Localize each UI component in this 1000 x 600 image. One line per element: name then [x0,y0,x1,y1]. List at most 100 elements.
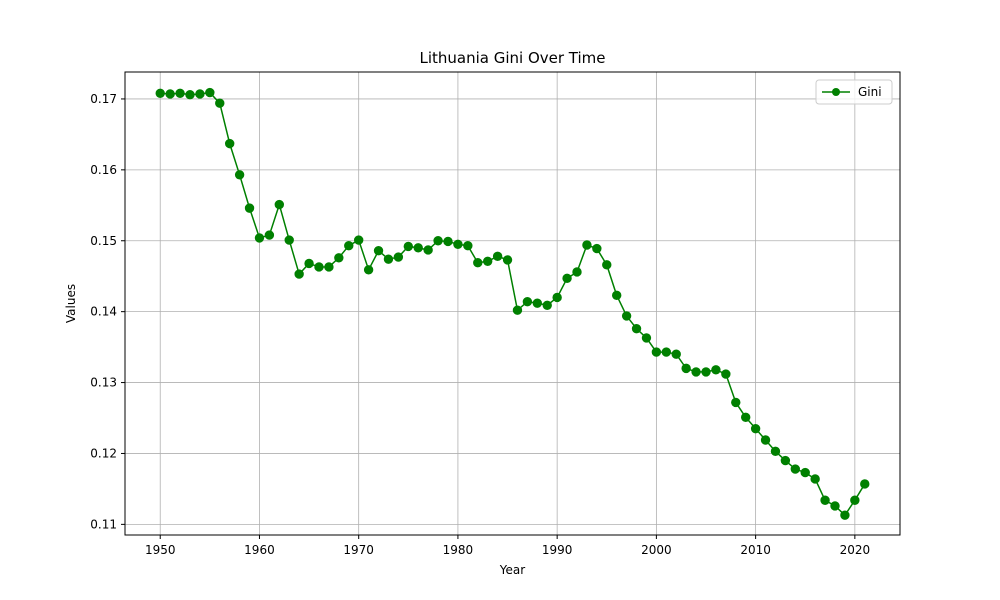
data-point [463,241,473,251]
data-point [532,298,543,308]
data-point [492,251,503,262]
data-point [314,262,324,272]
data-point [284,235,294,245]
data-point [681,363,691,374]
data-point [721,369,731,379]
data-point [155,88,165,98]
data-point [453,239,463,249]
data-point [780,455,791,466]
data-point [383,254,394,264]
data-point [840,510,850,520]
data-point [502,255,513,265]
legend-box [815,79,893,105]
data-point [621,311,632,321]
data-point [711,365,721,375]
data-point [324,262,334,272]
data-point [373,245,384,256]
data-point [294,269,304,279]
data-point [512,305,523,315]
grid [125,72,900,535]
data-point [552,292,562,303]
data-point [234,170,245,180]
data-point [750,423,761,434]
x-axis-ticks: 1950 1960 1970 1980 1990 2000 2010 2020 [145,535,870,557]
data-point [562,273,572,284]
data-point [661,347,672,357]
y-tick-label: 0.15 [90,234,117,248]
data-point [731,397,741,408]
data-point [244,203,255,213]
plot-frame [124,71,901,536]
data-point [254,233,265,243]
data-point [185,89,195,100]
data-point [393,252,404,262]
data-point [810,474,820,484]
data-point [482,256,493,267]
data-point [631,323,642,334]
data-point [175,88,185,98]
y-tick-label: 0.12 [90,446,117,460]
x-tick-label: 1970 [343,543,374,557]
data-point [542,300,552,310]
series-layer [155,87,870,520]
data-point [274,199,285,210]
x-tick-label: 2000 [641,543,672,557]
x-tick-label: 1980 [443,543,474,557]
data-point [701,367,711,377]
x-tick-label: 1960 [244,543,275,557]
data-point [830,501,840,511]
data-point [641,333,652,343]
data-point [423,245,433,255]
data-point [473,258,483,268]
y-tick-label: 0.11 [90,517,117,531]
data-point [264,230,275,240]
data-point [522,297,533,307]
data-point [413,243,423,253]
legend: Gini [815,79,893,105]
data-point [195,89,205,99]
data-point [602,260,612,270]
y-axis-ticks: 0.11 0.12 0.13 0.14 0.15 0.16 0.17 [90,92,125,531]
data-point [850,495,860,505]
x-tick-label: 2010 [740,543,771,557]
data-point [800,467,810,478]
data-point [353,235,364,245]
data-point [740,412,751,423]
data-point [344,241,354,251]
series-line [160,91,866,516]
y-tick-label: 0.16 [90,163,117,177]
data-point [691,367,701,377]
data-point [582,240,592,250]
data-point [403,241,414,252]
data-point [433,236,443,246]
chart-title: Lithuania Gini Over Time [419,49,605,67]
data-point [671,349,681,359]
data-point [651,347,662,357]
data-point [860,479,870,489]
x-tick-label: 1990 [542,543,573,557]
data-point [790,464,801,474]
data-point [592,243,602,254]
data-point [443,236,453,247]
data-point [205,87,215,98]
data-point [572,267,582,277]
data-point [363,265,374,275]
x-axis-label: Year [499,563,525,577]
data-point [224,138,235,149]
y-tick-label: 0.17 [90,92,117,106]
y-axis-label: Values [64,284,78,323]
data-point [334,253,344,263]
data-point [165,89,175,99]
data-point [215,98,225,108]
x-tick-label: 2020 [840,543,871,557]
data-point [304,258,314,269]
data-point [770,446,781,457]
data-point [760,435,771,445]
y-tick-label: 0.13 [90,376,117,390]
y-tick-label: 0.14 [90,305,117,319]
data-point [820,495,830,505]
x-tick-label: 1950 [145,543,176,557]
data-point [611,290,622,301]
